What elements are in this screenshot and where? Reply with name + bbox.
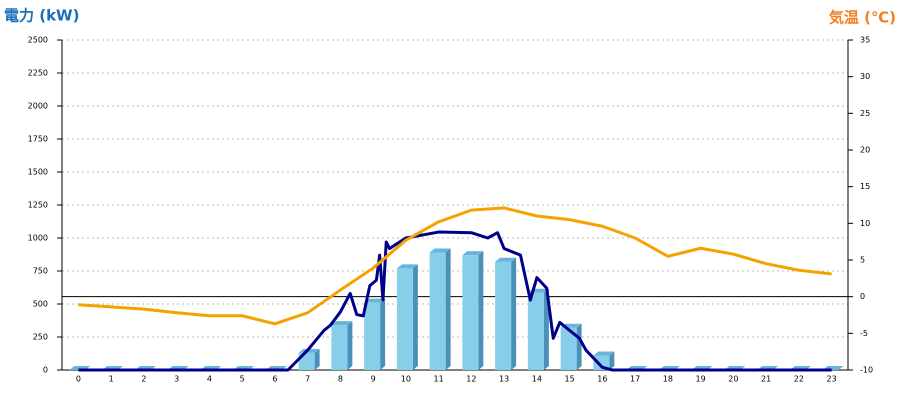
bar: [364, 298, 386, 370]
bar-top: [331, 321, 353, 326]
y2-tick-label: -5: [860, 329, 868, 338]
x-tick-label: 15: [565, 375, 575, 384]
x-tick-label: 0: [76, 375, 81, 384]
bar-side: [576, 323, 582, 370]
y2-tick-label: 5: [860, 256, 865, 265]
x-tick-label: 5: [240, 375, 245, 384]
y-tick-label: 250: [33, 333, 48, 342]
x-tick-label: 18: [663, 375, 673, 384]
bar: [396, 264, 418, 370]
x-tick-label: 13: [499, 375, 509, 384]
y-tick-label: 750: [33, 267, 48, 276]
bar-front: [527, 292, 544, 370]
bar-side: [412, 264, 418, 370]
x-tick-label: 8: [338, 375, 343, 384]
x-tick-label: 2: [141, 375, 146, 384]
bar-side: [314, 348, 320, 370]
bar-front: [396, 268, 413, 370]
y-tick-label: 2000: [28, 102, 48, 111]
x-tick-label: 22: [794, 375, 804, 384]
x-tick-label: 6: [272, 375, 277, 384]
bar: [429, 248, 451, 370]
x-tick-label: 11: [434, 375, 444, 384]
x-tick-label: 12: [466, 375, 476, 384]
x-tick-label: 19: [696, 375, 706, 384]
y2-tick-label: 20: [860, 146, 870, 155]
x-tick-label: 7: [305, 375, 310, 384]
x-tick-label: 4: [207, 375, 212, 384]
y-tick-label: 1750: [28, 135, 48, 144]
bar-top: [429, 248, 451, 253]
x-tick-label: 16: [597, 375, 607, 384]
y-tick-label: 1500: [28, 168, 48, 177]
y-tick-label: 1250: [28, 201, 48, 210]
bar-front: [331, 325, 348, 370]
x-tick-label: 1: [109, 375, 114, 384]
x-tick-label: 23: [827, 375, 837, 384]
y2-tick-label: 15: [860, 182, 870, 191]
y2-tick-label: 30: [860, 72, 870, 81]
x-tick-label: 20: [728, 375, 738, 384]
y2-tick-label: -10: [860, 366, 873, 375]
bar-front: [364, 302, 381, 370]
y-tick-label: 2250: [28, 69, 48, 78]
bar-side: [511, 257, 517, 370]
x-tick-label: 9: [371, 375, 376, 384]
y2-tick-label: 25: [860, 109, 870, 118]
bar-front: [560, 327, 577, 370]
bar: [593, 351, 615, 370]
bar-side: [347, 321, 353, 370]
x-tick-label: 3: [174, 375, 179, 384]
y2-axis-title: 気温 (℃): [829, 9, 896, 27]
bar-front: [495, 261, 512, 370]
bar-front: [462, 255, 479, 370]
bar-front: [429, 252, 446, 370]
bar-top: [396, 264, 418, 269]
bar-side: [609, 351, 615, 370]
bar: [495, 257, 517, 370]
bar: [462, 251, 484, 370]
bar-side: [445, 248, 451, 370]
y-tick-label: 2500: [28, 36, 48, 45]
bar-top: [462, 251, 484, 256]
line: [78, 230, 832, 372]
bar: [298, 348, 320, 370]
bar-front: [593, 355, 610, 370]
bar-side: [543, 288, 549, 370]
y-tick-label: 500: [33, 300, 48, 309]
line: [78, 206, 832, 326]
x-tick-label: 10: [401, 375, 411, 384]
x-tick-label: 21: [761, 375, 771, 384]
y-tick-label: 0: [43, 366, 48, 375]
y-tick-label: 1000: [28, 234, 48, 243]
y2-tick-label: 35: [860, 36, 870, 45]
y2-tick-label: 0: [860, 292, 865, 301]
bar-side: [380, 298, 386, 370]
bar: [331, 321, 353, 370]
bar-top: [298, 348, 320, 353]
x-tick-label: 14: [532, 375, 542, 384]
y-axis-title: 電力 (kW): [4, 7, 79, 25]
bar-top: [593, 351, 615, 356]
bar: [527, 288, 549, 370]
bar-side: [478, 251, 484, 370]
bar-top: [495, 257, 517, 262]
y2-tick-label: 10: [860, 219, 870, 228]
bar-top: [364, 298, 386, 303]
x-tick-label: 17: [630, 375, 640, 384]
